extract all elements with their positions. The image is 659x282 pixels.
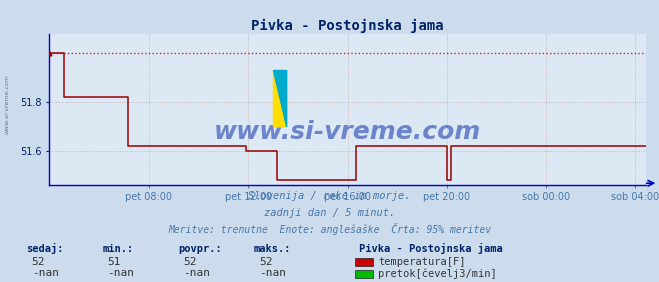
Text: -nan: -nan [183, 268, 210, 278]
Text: 52: 52 [259, 257, 272, 266]
Text: min.:: min.: [102, 244, 133, 254]
Text: www.si-vreme.com: www.si-vreme.com [214, 120, 481, 144]
Text: temperatura[F]: temperatura[F] [378, 257, 466, 267]
Text: 52: 52 [32, 257, 45, 266]
Text: pretok[čevelj3/min]: pretok[čevelj3/min] [378, 269, 497, 279]
Text: 51: 51 [107, 257, 121, 266]
Text: 52: 52 [183, 257, 196, 266]
Text: maks.:: maks.: [254, 244, 291, 254]
Text: sedaj:: sedaj: [26, 243, 64, 254]
Text: Meritve: trenutne  Enote: anglešaške  Črta: 95% meritev: Meritve: trenutne Enote: anglešaške Črta… [168, 223, 491, 235]
Text: povpr.:: povpr.: [178, 244, 221, 254]
Text: Pivka - Postojnska jama: Pivka - Postojnska jama [359, 243, 503, 254]
Title: Pivka - Postojnska jama: Pivka - Postojnska jama [251, 19, 444, 33]
Text: -nan: -nan [107, 268, 134, 278]
Text: -nan: -nan [32, 268, 59, 278]
Text: www.si-vreme.com: www.si-vreme.com [4, 74, 9, 134]
Text: -nan: -nan [259, 268, 286, 278]
Text: Slovenija / reke in morje.: Slovenija / reke in morje. [248, 191, 411, 201]
Text: zadnji dan / 5 minut.: zadnji dan / 5 minut. [264, 208, 395, 218]
